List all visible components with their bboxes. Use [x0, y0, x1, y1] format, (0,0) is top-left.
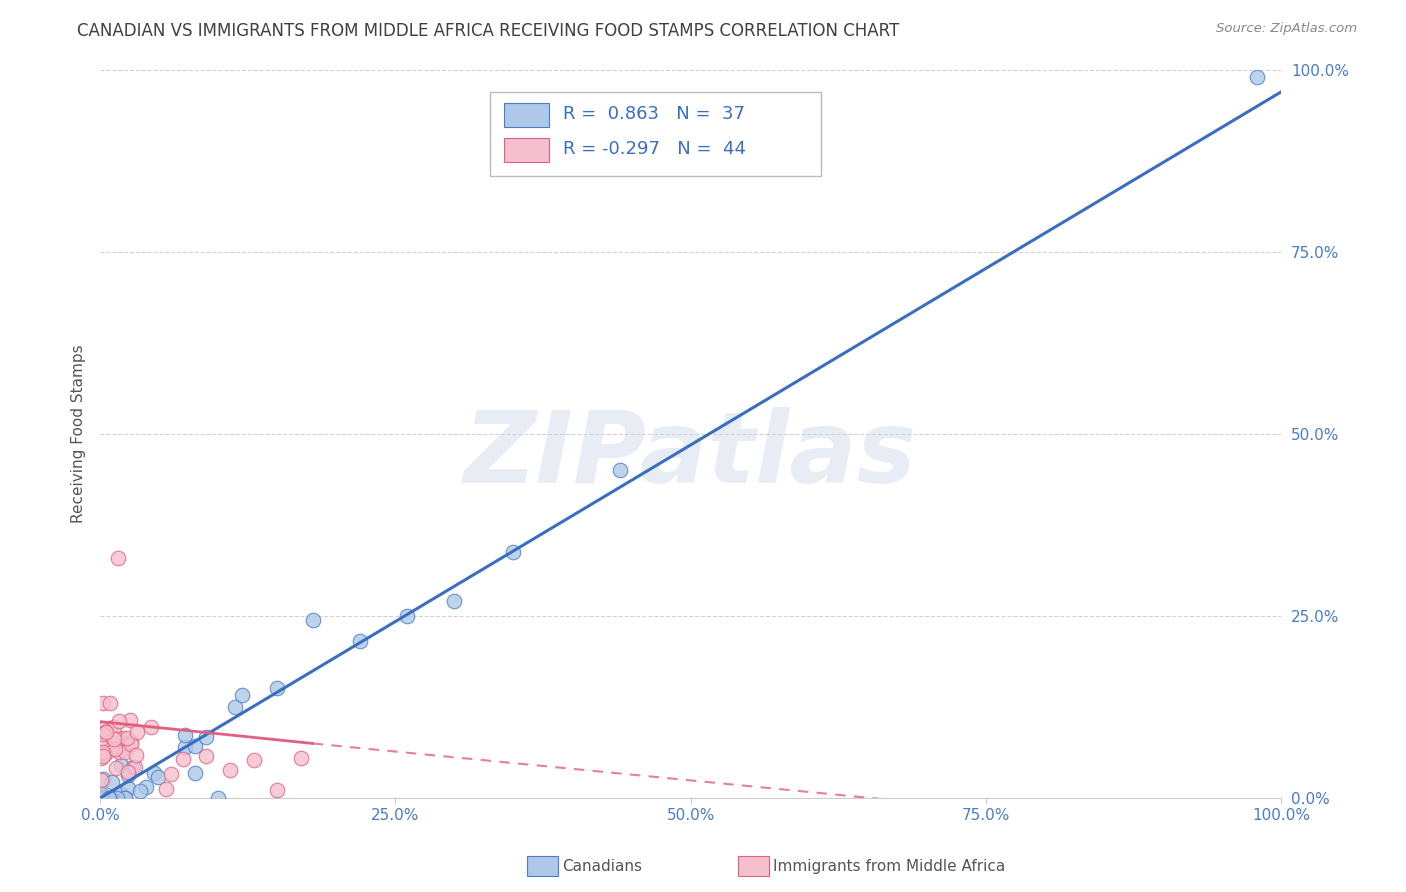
- Point: [94, 725, 117, 739]
- Point: [90, 787, 112, 801]
- Point: [266, 681, 288, 695]
- Point: [110, 758, 132, 772]
- Point: [174, 739, 197, 754]
- Point: [115, 731, 138, 745]
- Point: [105, 761, 128, 775]
- Point: [184, 739, 207, 753]
- Text: CANADIAN VS IMMIGRANTS FROM MIDDLE AFRICA RECEIVING FOOD STAMPS CORRELATION CHAR: CANADIAN VS IMMIGRANTS FROM MIDDLE AFRIC…: [77, 22, 900, 40]
- Point: [98, 791, 121, 805]
- Point: [195, 748, 218, 763]
- Point: [90, 772, 112, 787]
- Point: [103, 720, 125, 734]
- Point: [112, 731, 135, 745]
- Point: [349, 634, 371, 648]
- Point: [224, 700, 246, 714]
- Bar: [503, 137, 548, 161]
- FancyBboxPatch shape: [489, 92, 821, 176]
- Point: [124, 747, 146, 762]
- Point: [396, 609, 419, 624]
- Point: [93, 748, 115, 763]
- Point: [207, 791, 229, 805]
- Point: [117, 781, 139, 796]
- Point: [107, 550, 129, 565]
- Point: [98, 696, 121, 710]
- Point: [111, 738, 134, 752]
- Point: [139, 720, 162, 734]
- Point: [93, 744, 115, 758]
- Y-axis label: Receiving Food Stamps: Receiving Food Stamps: [72, 344, 86, 524]
- Point: [91, 790, 114, 805]
- Point: [120, 735, 142, 749]
- Point: [91, 772, 114, 786]
- Point: [114, 745, 136, 759]
- Text: Source: ZipAtlas.com: Source: ZipAtlas.com: [1216, 22, 1357, 36]
- Point: [108, 714, 131, 728]
- Point: [242, 753, 264, 767]
- Point: [609, 463, 631, 477]
- Point: [117, 764, 139, 779]
- Point: [195, 730, 218, 744]
- Point: [100, 742, 122, 756]
- Point: [110, 787, 132, 801]
- Point: [231, 688, 253, 702]
- Text: Canadians: Canadians: [562, 859, 643, 873]
- Point: [142, 766, 165, 780]
- Point: [91, 696, 114, 710]
- Text: ZIPatlas: ZIPatlas: [464, 408, 917, 504]
- Point: [174, 728, 197, 742]
- Text: R =  0.863   N =  37: R = 0.863 N = 37: [562, 105, 745, 123]
- Point: [98, 722, 121, 736]
- Point: [183, 766, 205, 780]
- Point: [146, 770, 169, 784]
- Point: [90, 739, 112, 754]
- Point: [91, 723, 114, 737]
- Point: [105, 731, 128, 746]
- Point: [121, 760, 143, 774]
- Point: [97, 791, 120, 805]
- Point: [91, 727, 114, 741]
- Point: [219, 763, 242, 777]
- Point: [129, 783, 152, 797]
- Point: [301, 613, 323, 627]
- Point: [114, 791, 136, 805]
- Point: [101, 775, 124, 789]
- Point: [94, 725, 117, 739]
- Bar: [503, 103, 548, 127]
- Point: [97, 727, 120, 741]
- Point: [117, 768, 139, 782]
- Point: [135, 780, 157, 794]
- Point: [290, 751, 312, 765]
- Point: [90, 747, 112, 761]
- Point: [127, 725, 149, 739]
- Point: [1246, 70, 1268, 85]
- Point: [100, 791, 122, 805]
- Point: [105, 791, 128, 805]
- Point: [443, 593, 465, 607]
- Point: [124, 759, 146, 773]
- Point: [266, 782, 288, 797]
- Point: [114, 791, 136, 805]
- Text: R = -0.297   N =  44: R = -0.297 N = 44: [562, 140, 747, 159]
- Point: [91, 791, 114, 805]
- Point: [172, 752, 194, 766]
- Point: [160, 766, 183, 780]
- Text: Immigrants from Middle Africa: Immigrants from Middle Africa: [773, 859, 1005, 873]
- Point: [118, 713, 141, 727]
- Point: [155, 781, 177, 796]
- Point: [120, 737, 142, 751]
- Point: [103, 732, 125, 747]
- Point: [90, 751, 112, 765]
- Point: [502, 545, 524, 559]
- Point: [104, 742, 127, 756]
- Point: [93, 747, 115, 761]
- Point: [108, 745, 131, 759]
